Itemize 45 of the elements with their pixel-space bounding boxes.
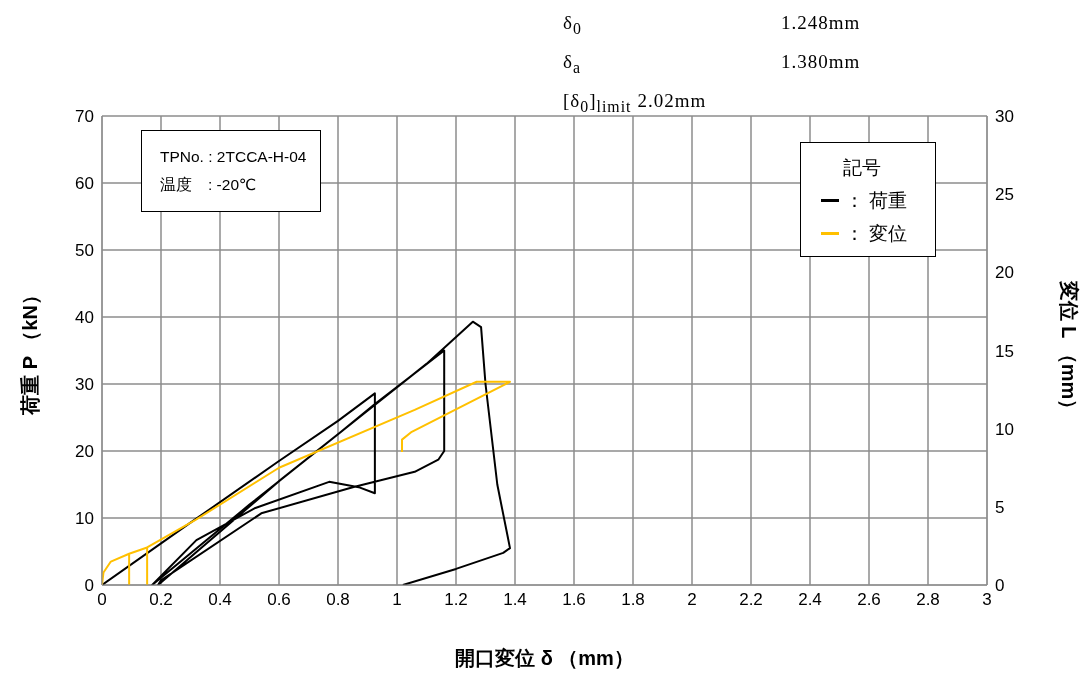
text: δ$_{a}$ 1.380mm: [563, 50, 861, 76]
y-axis-title: 荷重 P （kN）: [17, 285, 42, 415]
x-tick-label: 3: [982, 590, 992, 610]
x-tick-label: 1.6: [562, 590, 586, 610]
text: δ$_{0}$ 1.248mm: [563, 12, 861, 37]
y2-tick-label: 20: [995, 263, 1014, 283]
y-tick-label: 50: [75, 241, 94, 261]
y-tick-label: 70: [75, 107, 94, 127]
y2-tick-label: 10: [995, 419, 1014, 439]
x-axis-title: 開口変位 δ （mm）: [455, 647, 634, 669]
info-box: TPNo. : 2TCCA-H-04 温度 : -20℃: [141, 130, 321, 212]
y2-tick-label: 5: [995, 497, 1005, 517]
x-tick-label: 1.8: [621, 590, 645, 610]
y2-tick-label: 30: [995, 107, 1014, 127]
x-tick-label: 0.2: [149, 590, 173, 610]
text: [δ$_{0}$]$_{limit}$ 2.02mm: [563, 88, 707, 117]
line-series: [102, 320, 511, 585]
y2-tick-label: 15: [995, 341, 1014, 361]
x-tick-label: 2.4: [798, 590, 822, 610]
x-tick-label: 2: [687, 590, 697, 610]
x-tick-label: 1.2: [444, 590, 468, 610]
y-tick-label: 0: [84, 576, 94, 596]
legend-title: 記号: [842, 156, 882, 180]
x-tick-label: 0.8: [326, 590, 350, 610]
x-tick-label: 2.6: [857, 590, 881, 610]
y-tick-label: 60: [75, 174, 94, 194]
x-tick-label: 1: [392, 590, 402, 610]
y-tick-label: 20: [75, 442, 94, 462]
annotation: 温度 : -20℃: [160, 175, 258, 195]
x-tick-label: 0.6: [267, 590, 291, 610]
line-series: [102, 380, 511, 585]
legend-label: ： 変位: [845, 222, 908, 246]
annotation: TPNo. : 2TCCA-H-04: [160, 147, 308, 167]
legend-label: ： 荷重: [845, 189, 908, 213]
y2-axis-title: 変位 L （mm）: [1056, 280, 1081, 420]
y-tick-label: 40: [75, 308, 94, 328]
x-tick-label: 1.4: [503, 590, 527, 610]
x-tick-label: 2.8: [916, 590, 940, 610]
y2-tick-label: 0: [995, 576, 1005, 596]
x-tick-label: 0: [97, 590, 107, 610]
y-tick-label: 30: [75, 375, 94, 395]
x-tick-label: 0.4: [208, 590, 232, 610]
y2-tick-label: 25: [995, 185, 1014, 205]
x-tick-label: 2.2: [739, 590, 763, 610]
y-tick-label: 10: [75, 509, 94, 529]
